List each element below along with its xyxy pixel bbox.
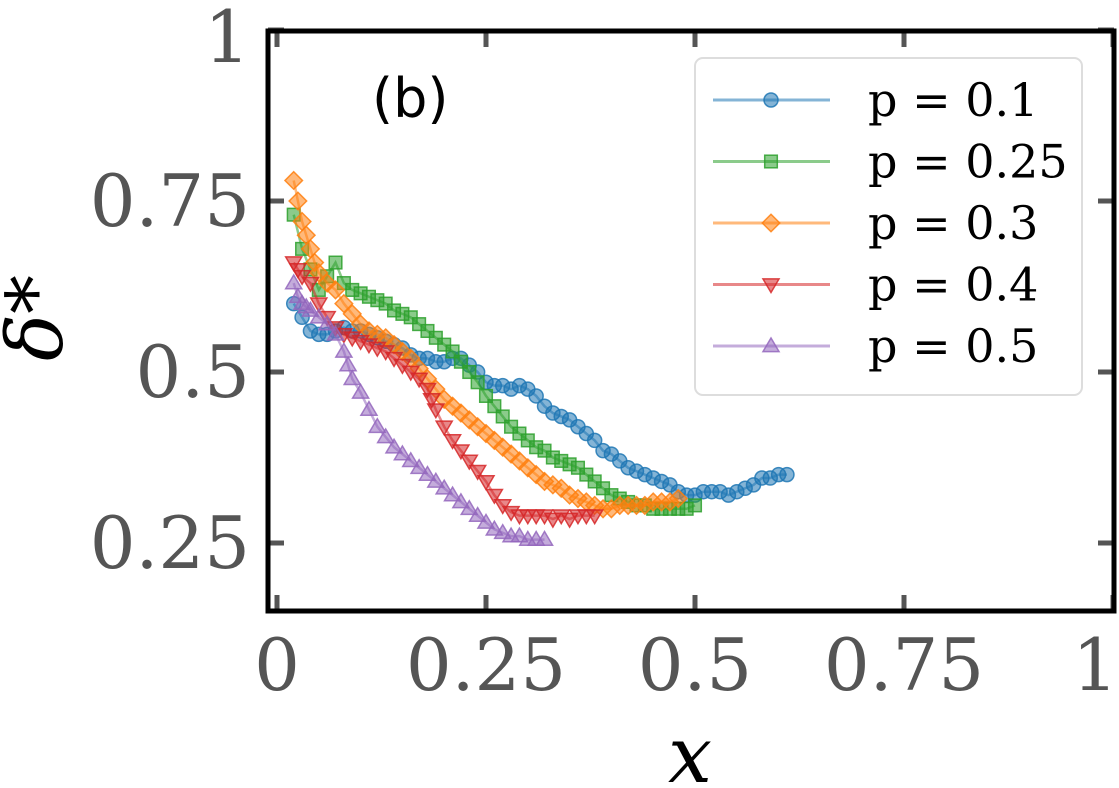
legend-label-4: p = 0.5 <box>868 319 1038 373</box>
x-tick-label-1: 0.25 <box>406 623 566 707</box>
data-point-2-1 <box>288 191 308 211</box>
data-point-4-6 <box>317 314 337 331</box>
data-point-1-5 <box>328 255 343 270</box>
legend-label-3: p = 0.4 <box>868 258 1038 312</box>
data-point-4-23 <box>451 492 471 509</box>
x-axis-label: x <box>668 711 712 788</box>
data-point-4-8 <box>334 341 354 358</box>
legend-marker-4 <box>761 336 781 353</box>
data-point-4-33 <box>535 530 554 546</box>
y-tick-label-2: 0.75 <box>90 159 250 243</box>
data-point-4-26 <box>476 512 496 529</box>
legend-item-4: p = 0.5 <box>713 319 1038 373</box>
data-point-1-25 <box>495 409 510 424</box>
data-point-4-13 <box>367 417 387 434</box>
series-2 <box>283 170 689 519</box>
data-point-4-18 <box>409 458 429 475</box>
data-series-layer <box>283 170 795 546</box>
data-point-1-48 <box>687 498 703 513</box>
legend-item-1: p = 0.25 <box>713 135 1068 189</box>
data-point-0-36 <box>586 432 603 449</box>
legend: p = 0.1 p = 0.25 p = 0.3 p = 0.4 p = 0.5 <box>694 57 1083 396</box>
data-point-3-19 <box>426 403 446 420</box>
data-point-1-24 <box>487 399 502 414</box>
data-point-4-25 <box>468 506 488 523</box>
data-point-2-9 <box>334 293 354 314</box>
data-point-4-24 <box>459 499 479 516</box>
data-point-3-23 <box>459 454 479 471</box>
data-point-3-38 <box>585 509 605 526</box>
data-point-4-22 <box>443 485 462 502</box>
data-point-1-19 <box>445 344 460 359</box>
y-tick-label-3: 1 <box>204 0 250 79</box>
data-point-4-19 <box>418 465 437 481</box>
tick-labels: 0 0.25 0.5 0.75 10.250.50.751 <box>90 0 1118 707</box>
data-point-3-20 <box>434 420 454 437</box>
data-point-3-16 <box>409 372 429 389</box>
y-axis-label: δ* <box>0 275 81 361</box>
series-4 <box>284 273 554 546</box>
data-point-1-20 <box>453 354 468 369</box>
x-tick-label-3: 0.75 <box>824 623 984 707</box>
y-tick-label-1: 0.5 <box>135 330 250 414</box>
x-tick-label-0: 0 <box>254 623 300 707</box>
legend-box <box>694 57 1083 396</box>
plot-frame <box>265 28 1117 614</box>
data-point-4-12 <box>359 400 379 417</box>
legend-label-1: p = 0.25 <box>868 135 1068 189</box>
data-point-2-49 <box>668 488 689 509</box>
data-point-4-17 <box>401 451 421 468</box>
data-point-4-4 <box>301 300 320 317</box>
data-point-3-18 <box>422 392 442 409</box>
data-point-4-14 <box>376 427 396 444</box>
data-point-0-29 <box>528 388 544 404</box>
data-point-3-3 <box>301 276 320 293</box>
data-point-4-10 <box>342 369 362 386</box>
legend-item-2: p = 0.3 <box>713 196 1038 250</box>
data-point-4-15 <box>384 437 404 454</box>
data-point-1-22 <box>470 375 485 390</box>
data-point-4-16 <box>393 444 412 461</box>
legend-marker-0 <box>763 92 779 108</box>
data-point-3-22 <box>451 444 471 461</box>
data-point-0-59 <box>779 466 795 483</box>
data-point-2-0 <box>283 170 304 191</box>
data-point-4-0 <box>284 273 304 290</box>
data-point-4-5 <box>309 307 329 324</box>
data-point-2-29 <box>501 444 521 464</box>
data-point-3-21 <box>443 434 462 450</box>
legend-item-3: p = 0.4 <box>713 258 1038 312</box>
data-point-3-25 <box>476 475 496 491</box>
legend-marker-2 <box>761 213 781 233</box>
data-point-4-7 <box>326 324 345 341</box>
x-tick-label-4: 1 <box>1072 623 1118 707</box>
data-point-3-17 <box>418 382 437 399</box>
y-tick-label-0: 0.25 <box>90 501 250 585</box>
data-point-3-4 <box>309 297 329 314</box>
data-point-2-10 <box>342 304 363 324</box>
legend-label-2: p = 0.3 <box>868 196 1038 250</box>
data-point-4-21 <box>434 478 454 495</box>
data-point-4-20 <box>426 471 446 488</box>
data-point-3-26 <box>484 488 504 505</box>
data-point-1-23 <box>478 388 494 403</box>
data-point-1-21 <box>462 364 477 380</box>
data-point-2-8 <box>325 280 346 300</box>
legend-marker-1 <box>763 154 779 169</box>
legend-label-0: p = 0.1 <box>868 73 1038 127</box>
data-point-4-9 <box>338 355 358 372</box>
legend-item-0: p = 0.1 <box>713 73 1038 127</box>
data-point-3-24 <box>468 464 488 481</box>
x-tick-label-2: 0.5 <box>638 623 753 707</box>
legend-marker-3 <box>761 278 781 295</box>
data-point-4-11 <box>351 382 370 399</box>
panel-label: (b) <box>372 67 448 130</box>
